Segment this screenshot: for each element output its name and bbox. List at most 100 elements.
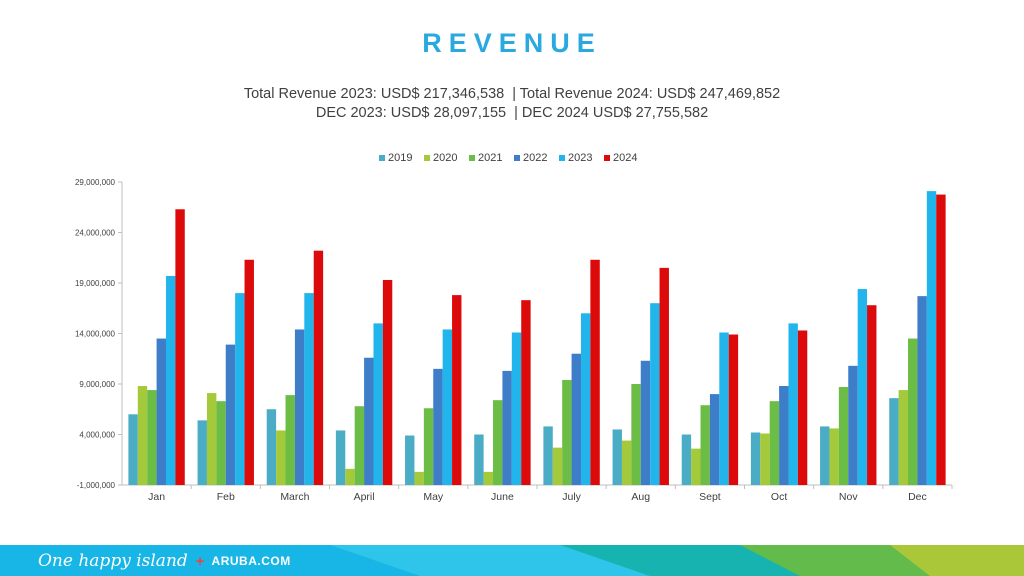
legend-swatch-2019 bbox=[379, 155, 385, 161]
x-tick-label: May bbox=[423, 491, 444, 503]
legend-swatch-2022 bbox=[514, 155, 520, 161]
bar-2024-june bbox=[521, 300, 531, 485]
bar-2020-dec bbox=[898, 390, 909, 485]
bar-2024-sept bbox=[728, 334, 739, 485]
y-tick-label: 24,000,000 bbox=[75, 229, 116, 238]
x-tick-label: March bbox=[280, 491, 309, 503]
bar-2022-june bbox=[502, 370, 512, 485]
bar-2020-jan bbox=[137, 386, 148, 485]
bar-2019-nov bbox=[820, 426, 830, 485]
bar-2022-nov bbox=[848, 365, 858, 485]
footer-brand: One happy island + ARUBA.COM bbox=[38, 549, 291, 573]
x-tick-label: Aug bbox=[631, 491, 650, 503]
subtitle-december: DEC 2023: USD$ 28,097,155 | DEC 2024 USD… bbox=[315, 105, 709, 121]
bar-2023-sept bbox=[719, 332, 729, 485]
page-title: REVENUE bbox=[422, 28, 602, 58]
bar-2019-oct bbox=[750, 432, 761, 485]
legend-label-2019: 2019 bbox=[388, 152, 412, 164]
bar-2023-march bbox=[304, 293, 314, 485]
bar-2024-july bbox=[590, 259, 600, 485]
bar-2019-may bbox=[405, 435, 415, 485]
bar-2022-march bbox=[294, 329, 305, 485]
x-tick-label: Jan bbox=[148, 491, 165, 503]
bar-2021-june bbox=[493, 400, 503, 485]
bar-2021-may bbox=[423, 408, 434, 485]
bar-2020-nov bbox=[829, 428, 839, 485]
footer-tagline: One happy island bbox=[38, 551, 188, 571]
bar-2023-aug bbox=[650, 303, 660, 485]
bar-2021-feb bbox=[216, 401, 226, 485]
x-tick-label: Oct bbox=[771, 491, 787, 503]
x-tick-label: June bbox=[491, 491, 514, 503]
legend-label-2021: 2021 bbox=[478, 152, 502, 164]
bar-2022-july bbox=[571, 353, 581, 485]
y-tick-label: 14,000,000 bbox=[75, 330, 116, 339]
bar-2022-dec bbox=[917, 296, 927, 485]
x-tick-label: July bbox=[562, 491, 581, 503]
bar-2020-oct bbox=[760, 433, 770, 485]
bar-2023-june bbox=[511, 332, 522, 485]
bar-2019-june bbox=[474, 434, 484, 485]
footer-site-link[interactable]: ARUBA.COM bbox=[211, 554, 291, 568]
revenue-bar-chart: -1,000,000 4,000,000 9,000,000 14,000,000 19… bbox=[75, 152, 953, 503]
bar-2022-oct bbox=[779, 386, 789, 485]
bar-2021-jan bbox=[147, 390, 157, 485]
bar-2020-aug bbox=[621, 440, 632, 485]
bar-2023-july bbox=[580, 313, 591, 485]
bar-2019-march bbox=[266, 409, 277, 485]
bar-2024-aug bbox=[659, 267, 669, 485]
y-tick-label: 29,000,000 bbox=[75, 178, 116, 187]
subtitle-totals: Total Revenue 2023: USD$ 217,346,538 | T… bbox=[243, 86, 781, 102]
footer-banner: One happy island + ARUBA.COM bbox=[0, 545, 1024, 576]
bar-2023-april bbox=[373, 323, 383, 485]
bar-2024-nov bbox=[867, 305, 877, 485]
x-tick-label: Feb bbox=[217, 491, 235, 503]
plus-icon: + bbox=[195, 552, 205, 570]
bar-2023-may bbox=[442, 329, 453, 485]
bar-2020-june bbox=[483, 471, 494, 485]
y-tick-label: 19,000,000 bbox=[75, 279, 116, 288]
bar-2024-may bbox=[452, 295, 462, 485]
bar-2023-oct bbox=[788, 323, 798, 485]
x-tick-label: Dec bbox=[908, 491, 927, 503]
bar-2022-sept bbox=[709, 394, 720, 485]
bar-2022-april bbox=[364, 357, 374, 485]
bar-2024-feb bbox=[244, 259, 254, 485]
bar-2021-april bbox=[354, 406, 365, 485]
legend-label-2020: 2020 bbox=[433, 152, 457, 164]
legend-swatch-2020 bbox=[424, 155, 430, 161]
bar-2022-jan bbox=[156, 338, 166, 485]
bar-2024-march bbox=[313, 250, 324, 485]
bar-2024-dec bbox=[936, 194, 946, 485]
legend-swatch-2024 bbox=[604, 155, 610, 161]
x-tick-label: April bbox=[354, 491, 375, 503]
bar-2019-feb bbox=[197, 420, 207, 485]
bar-2020-april bbox=[345, 468, 355, 485]
bar-2024-oct bbox=[797, 330, 808, 485]
bar-2020-march bbox=[276, 430, 286, 485]
legend-label-2024: 2024 bbox=[613, 152, 637, 164]
bar-2023-jan bbox=[165, 275, 176, 485]
bar-2019-sept bbox=[681, 434, 692, 485]
bar-2023-nov bbox=[857, 289, 868, 485]
bar-2020-july bbox=[552, 447, 563, 485]
bar-2020-may bbox=[414, 471, 424, 485]
bar-2022-may bbox=[433, 368, 443, 485]
bar-2019-dec bbox=[889, 398, 899, 485]
bar-2022-feb bbox=[225, 344, 236, 485]
legend-swatch-2023 bbox=[559, 155, 565, 161]
bar-2021-sept bbox=[700, 405, 710, 485]
bar-2024-jan bbox=[175, 209, 185, 485]
x-tick-label: Nov bbox=[839, 491, 858, 503]
bar-2021-july bbox=[562, 379, 572, 485]
x-tick-label: Sept bbox=[699, 491, 721, 503]
bar-2021-nov bbox=[838, 387, 849, 485]
bar-2019-april bbox=[335, 430, 346, 485]
legend-label-2022: 2022 bbox=[523, 152, 547, 164]
bar-2021-march bbox=[285, 395, 295, 485]
y-tick-label: 4,000,000 bbox=[79, 431, 115, 440]
bar-2024-april bbox=[382, 279, 393, 485]
bar-2021-dec bbox=[908, 338, 918, 485]
bar-2021-aug bbox=[631, 384, 641, 485]
footer-stripes bbox=[0, 545, 1024, 576]
